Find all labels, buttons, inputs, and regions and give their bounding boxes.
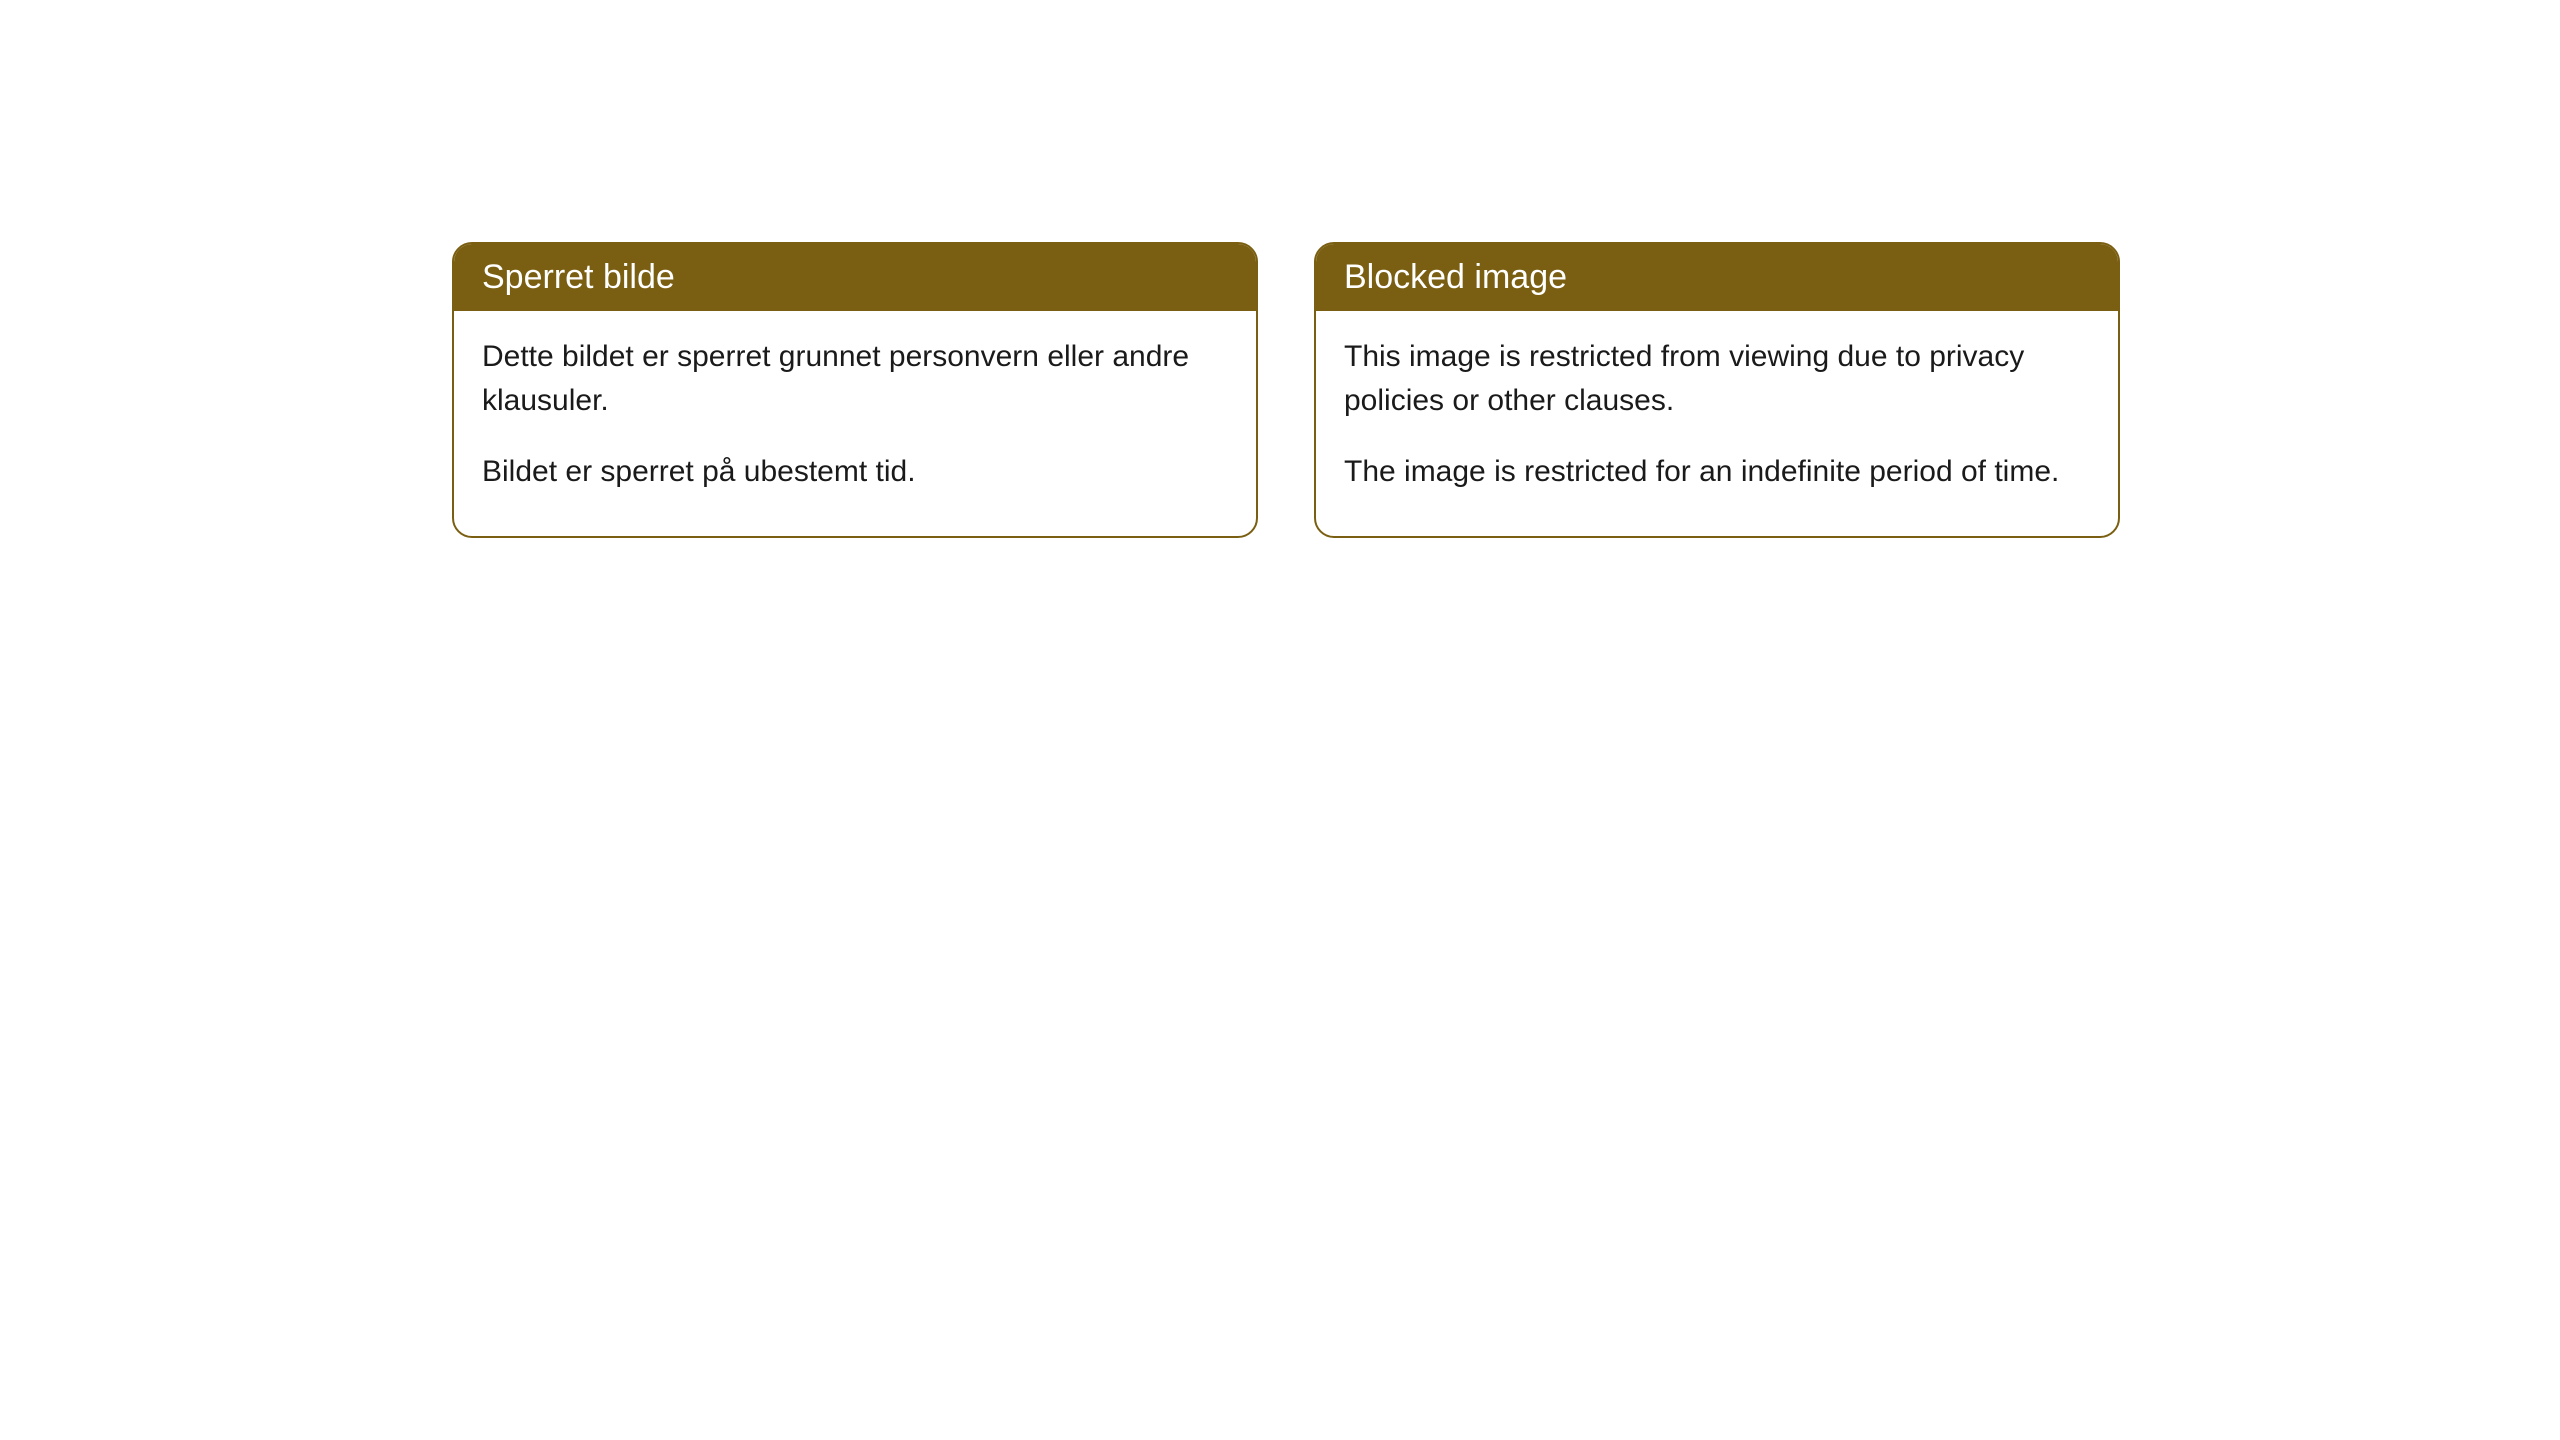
card-header-english: Blocked image xyxy=(1316,244,2118,311)
card-body-norwegian: Dette bildet er sperret grunnet personve… xyxy=(454,311,1256,536)
blocked-image-card-norwegian: Sperret bilde Dette bildet er sperret gr… xyxy=(452,242,1258,538)
card-paragraph: The image is restricted for an indefinit… xyxy=(1344,450,2090,494)
card-title: Blocked image xyxy=(1344,258,1567,296)
blocked-image-card-english: Blocked image This image is restricted f… xyxy=(1314,242,2120,538)
card-title: Sperret bilde xyxy=(482,258,675,296)
card-body-english: This image is restricted from viewing du… xyxy=(1316,311,2118,536)
card-header-norwegian: Sperret bilde xyxy=(454,244,1256,311)
cards-container: Sperret bilde Dette bildet er sperret gr… xyxy=(452,242,2120,538)
card-paragraph: Dette bildet er sperret grunnet personve… xyxy=(482,335,1228,422)
card-paragraph: Bildet er sperret på ubestemt tid. xyxy=(482,450,1228,494)
card-paragraph: This image is restricted from viewing du… xyxy=(1344,335,2090,422)
